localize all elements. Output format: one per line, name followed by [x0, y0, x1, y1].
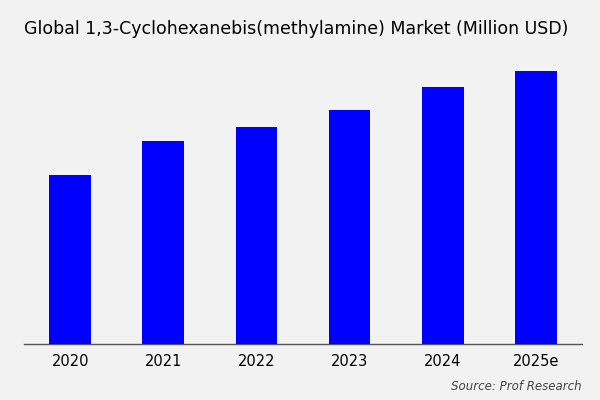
Bar [515, 70, 557, 344]
Text: Source: Prof Research: Source: Prof Research [451, 380, 582, 392]
Bar [142, 141, 184, 344]
Bar [49, 175, 91, 344]
Bar [236, 127, 277, 344]
Text: Global 1,3-Cyclohexanebis(methylamine) Market (Million USD): Global 1,3-Cyclohexanebis(methylamine) M… [24, 20, 568, 38]
Bar [329, 110, 370, 344]
Bar [422, 88, 464, 344]
